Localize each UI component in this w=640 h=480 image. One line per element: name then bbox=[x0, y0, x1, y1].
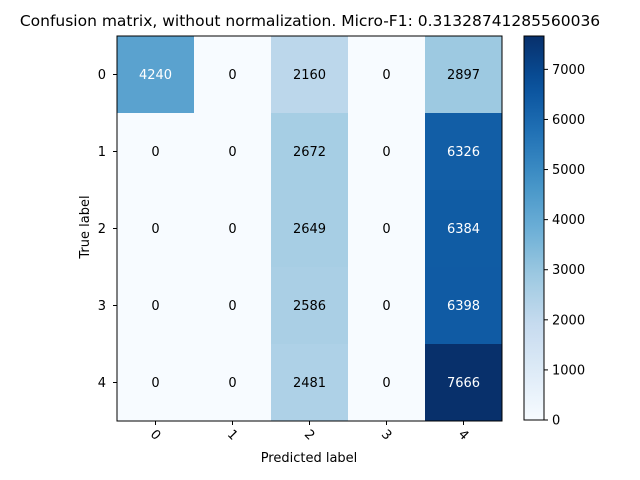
y-tick-label: 0 bbox=[98, 68, 106, 83]
heatmap-cell-2-3 bbox=[348, 190, 426, 268]
heatmap-cell-2-2 bbox=[271, 190, 349, 268]
heatmap-cell-2-0 bbox=[117, 190, 195, 268]
heatmap-grid: 4240 0 2160 0 2897 0 0 2672 0 6326 0 0 2649 0 6384 0 0 25… bbox=[117, 36, 503, 422]
heatmap-cell-0-4 bbox=[425, 36, 503, 114]
heatmap-cell-4-3 bbox=[348, 344, 426, 422]
colorbar-tick-label: 5000 bbox=[552, 163, 585, 178]
heatmap-cell-3-3 bbox=[348, 267, 426, 345]
colorbar: 0 1000 2000 3000 4000 5000 6000 7000 bbox=[523, 35, 585, 429]
x-tick-label: 0 bbox=[147, 427, 163, 443]
y-axis-label: True label bbox=[78, 195, 93, 259]
y-tick-label: 4 bbox=[98, 376, 106, 391]
cell-value-label: 0 bbox=[228, 68, 236, 83]
cell-value-label: 0 bbox=[382, 222, 390, 237]
cell-value-label: 7666 bbox=[447, 376, 480, 391]
x-tick-label: 2 bbox=[301, 427, 317, 443]
heatmap-cell-2-1 bbox=[194, 190, 272, 268]
colorbar-tick-label: 2000 bbox=[552, 313, 585, 328]
colorbar-tick-label: 4000 bbox=[552, 213, 585, 228]
colorbar-gradient bbox=[523, 35, 545, 421]
cell-value-label: 0 bbox=[382, 376, 390, 391]
y-tick-label: 3 bbox=[98, 299, 106, 314]
cell-value-label: 0 bbox=[228, 299, 236, 314]
cell-value-label: 2672 bbox=[293, 145, 326, 160]
chart-title: Confusion matrix, without normalization.… bbox=[20, 12, 600, 30]
cell-value-label: 0 bbox=[228, 222, 236, 237]
heatmap-cell-0-0 bbox=[117, 36, 195, 114]
heatmap-cell-1-1 bbox=[194, 113, 272, 191]
cell-value-label: 2649 bbox=[293, 222, 326, 237]
heatmap-cell-4-4 bbox=[425, 344, 503, 422]
cell-value-label: 6398 bbox=[447, 299, 480, 314]
cell-value-label: 2586 bbox=[293, 299, 326, 314]
colorbar-tick-label: 3000 bbox=[552, 263, 585, 278]
heatmap-cell-4-1 bbox=[194, 344, 272, 422]
cell-value-label: 0 bbox=[228, 376, 236, 391]
heatmap-cell-0-1 bbox=[194, 36, 272, 114]
heatmap-cell-3-2 bbox=[271, 267, 349, 345]
heatmap-cell-0-2 bbox=[271, 36, 349, 114]
heatmap-cell-4-2 bbox=[271, 344, 349, 422]
heatmap-cell-2-4 bbox=[425, 190, 503, 268]
cell-value-label: 0 bbox=[382, 145, 390, 160]
cell-value-label: 2897 bbox=[447, 68, 480, 83]
cell-value-label: 0 bbox=[151, 145, 159, 160]
y-tick-label: 2 bbox=[98, 222, 106, 237]
heatmap-cell-3-1 bbox=[194, 267, 272, 345]
heatmap-cell-4-0 bbox=[117, 344, 195, 422]
colorbar-tick-label: 1000 bbox=[552, 363, 585, 378]
heatmap-cell-3-4 bbox=[425, 267, 503, 345]
cell-value-label: 0 bbox=[382, 299, 390, 314]
heatmap-cell-1-2 bbox=[271, 113, 349, 191]
x-tick-label: 3 bbox=[378, 427, 394, 443]
x-tick-label: 4 bbox=[455, 427, 471, 443]
cell-value-label: 0 bbox=[151, 299, 159, 314]
heatmap-cell-3-0 bbox=[117, 267, 195, 345]
colorbar-tick-label: 7000 bbox=[552, 63, 585, 78]
cell-value-label: 0 bbox=[382, 68, 390, 83]
x-tick-label: 1 bbox=[224, 427, 240, 443]
cell-value-label: 2160 bbox=[293, 68, 326, 83]
heatmap-cell-1-3 bbox=[348, 113, 426, 191]
cell-value-label: 4240 bbox=[139, 68, 172, 83]
colorbar-tick-label: 0 bbox=[552, 414, 560, 429]
cell-value-label: 6326 bbox=[447, 145, 480, 160]
colorbar-tick-label: 6000 bbox=[552, 113, 585, 128]
y-tick-label: 1 bbox=[98, 145, 106, 160]
cell-value-label: 0 bbox=[151, 222, 159, 237]
x-axis-label: Predicted label bbox=[261, 451, 358, 466]
heatmap-cell-0-3 bbox=[348, 36, 426, 114]
cell-value-label: 6384 bbox=[447, 222, 480, 237]
heatmap-cell-1-4 bbox=[425, 113, 503, 191]
cell-value-label: 2481 bbox=[293, 376, 326, 391]
cell-value-label: 0 bbox=[228, 145, 236, 160]
heatmap-cell-1-0 bbox=[117, 113, 195, 191]
cell-value-label: 0 bbox=[151, 376, 159, 391]
